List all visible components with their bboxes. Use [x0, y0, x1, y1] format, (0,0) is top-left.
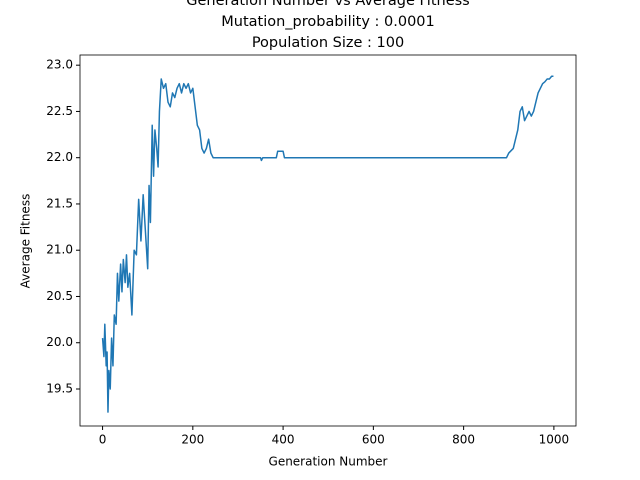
x-tick-label: 600	[362, 433, 385, 447]
y-tick-label: 23.0	[46, 58, 73, 72]
x-tick-label: 200	[181, 433, 204, 447]
y-tick-label: 21.5	[46, 196, 73, 210]
chart-subtitle: Population Size : 100	[252, 35, 404, 51]
x-tick-label: 1000	[539, 433, 570, 447]
y-tick-label: 20.5	[46, 289, 73, 303]
chart-title: Generation Number vs Average Fitness	[186, 0, 469, 9]
x-axis-label: Generation Number	[269, 455, 388, 469]
y-tick-label: 22.5	[46, 104, 73, 118]
x-tick-label: 400	[272, 433, 295, 447]
data-line	[101, 75, 554, 413]
y-axis-label: Average Fitness	[19, 194, 33, 289]
y-tick-label: 21.0	[46, 243, 73, 257]
plot-frame	[79, 54, 577, 427]
chart-subtitle: Mutation_probability : 0.0001	[221, 14, 435, 30]
x-tick-label: 0	[99, 433, 107, 447]
y-tick-label: 20.0	[46, 335, 73, 349]
y-tick-label: 22.0	[46, 150, 73, 164]
x-tick-label: 800	[452, 433, 475, 447]
y-tick-label: 19.5	[46, 381, 73, 395]
